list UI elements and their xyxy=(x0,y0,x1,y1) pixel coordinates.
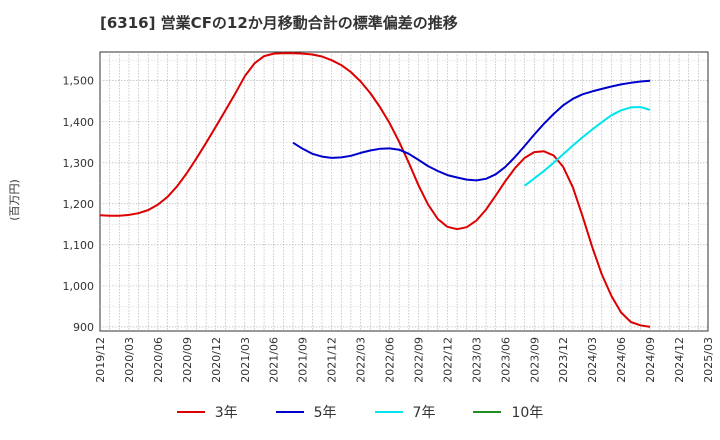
x-tick-label: 2024/03 xyxy=(586,337,599,383)
legend-item: 10年 xyxy=(473,402,543,422)
x-tick-label: 2022/09 xyxy=(412,337,425,383)
y-tick-label: 1,300 xyxy=(63,157,95,170)
x-tick-label: 2024/09 xyxy=(644,337,657,383)
x-tick-label: 2019/12 xyxy=(94,337,107,383)
x-tick-label: 2020/06 xyxy=(152,337,165,383)
x-tick-label: 2024/12 xyxy=(673,337,686,383)
x-tick-label: 2020/12 xyxy=(210,337,223,383)
y-tick-label: 1,200 xyxy=(63,198,95,211)
legend: 3年 5年 7年 10年 xyxy=(0,402,720,422)
y-tick-label: 1,000 xyxy=(63,280,95,293)
x-tick-label: 2023/06 xyxy=(499,337,512,383)
x-tick-label: 2021/06 xyxy=(268,337,281,383)
x-tick-label: 2022/03 xyxy=(355,337,368,383)
legend-label: 3年 xyxy=(214,405,238,421)
legend-swatch xyxy=(176,411,205,413)
x-tick-label: 2023/12 xyxy=(557,337,570,383)
x-tick-label: 2023/03 xyxy=(470,337,483,383)
y-tick-label: 1,500 xyxy=(63,75,95,88)
plot-area xyxy=(99,51,709,332)
legend-swatch xyxy=(473,411,502,413)
legend-swatch xyxy=(275,411,304,413)
legend-item: 5年 xyxy=(275,402,337,422)
series-lines xyxy=(99,52,651,328)
x-tick-label: 2021/03 xyxy=(239,337,252,383)
x-tick-label: 2020/03 xyxy=(123,337,136,383)
grid-lines xyxy=(100,52,708,331)
x-tick-label: 2020/09 xyxy=(181,337,194,383)
axis-ticks: 900 1,000 1,100 1,200 1,300 1,400 1,500 2019/12… xyxy=(63,75,716,383)
series-line-5年 xyxy=(292,79,651,182)
series-line-3年 xyxy=(99,52,651,328)
legend-item: 3年 xyxy=(176,402,238,422)
legend-label: 10年 xyxy=(511,405,544,421)
legend-swatch xyxy=(374,411,403,413)
chart-title: [6316] 営業CFの12か月移動合計の標準偏差の推移 xyxy=(100,14,458,32)
x-tick-label: 2024/06 xyxy=(615,337,628,383)
x-tick-label: 2021/12 xyxy=(326,337,339,383)
x-tick-label: 2021/09 xyxy=(297,337,310,383)
series-line-7年 xyxy=(523,106,651,187)
x-tick-label: 2025/03 xyxy=(702,337,715,383)
y-axis-label: (百万円) xyxy=(8,179,21,221)
x-tick-label: 2022/06 xyxy=(384,337,397,383)
line-chart: 900 1,000 1,100 1,200 1,300 1,400 1,500 2019/12… xyxy=(8,51,716,383)
legend-label: 5年 xyxy=(313,405,337,421)
y-tick-label: 900 xyxy=(73,321,94,334)
x-tick-label: 2023/09 xyxy=(528,337,541,383)
x-tick-label: 2022/12 xyxy=(441,337,454,383)
legend-item: 7年 xyxy=(374,402,436,422)
y-tick-label: 1,400 xyxy=(63,116,95,129)
legend-label: 7年 xyxy=(412,405,436,421)
y-tick-label: 1,100 xyxy=(63,239,95,252)
